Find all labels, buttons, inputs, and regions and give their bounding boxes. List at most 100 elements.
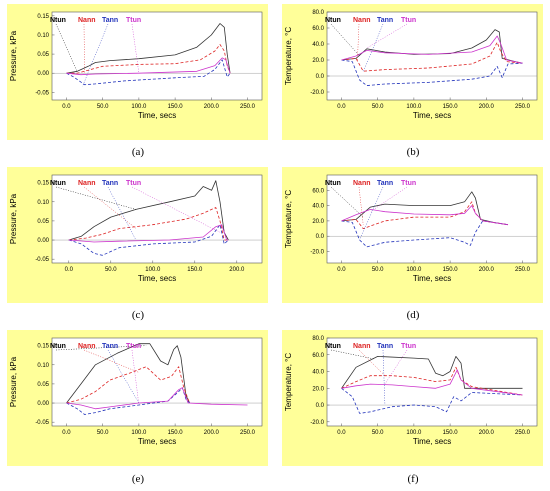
x-axis-label: Time, secs bbox=[138, 274, 176, 283]
y-axis-label: Pressure, kPa bbox=[9, 30, 18, 81]
y-tick-label: 60.0 bbox=[312, 188, 324, 194]
y-tick-label: 80.0 bbox=[312, 10, 324, 16]
x-axis-label: Time, secs bbox=[138, 437, 176, 446]
x-axis-label: Time, secs bbox=[413, 111, 451, 120]
y-axis-label: Temperature, °C bbox=[284, 353, 293, 412]
panel-caption: (e) bbox=[131, 473, 145, 485]
panel-f: 0.0 50.0 100.0 150.0 200.0 250.0 -20.0 0.0 20.0 4… bbox=[275, 326, 550, 491]
x-tick-label: 50.0 bbox=[97, 430, 109, 436]
x-tick-label: 50.0 bbox=[372, 267, 384, 273]
legend-leader bbox=[357, 23, 360, 61]
x-tick-label: 250.0 bbox=[515, 104, 531, 110]
x-tick-label: 100.0 bbox=[406, 104, 422, 110]
y-tick-label: 60.0 bbox=[312, 26, 324, 32]
plot-frame bbox=[51, 174, 263, 264]
panel-caption: (a) bbox=[131, 146, 145, 158]
series-line-nann bbox=[341, 366, 523, 396]
y-tick-label: -0.05 bbox=[35, 90, 49, 96]
y-tick-label: -0.05 bbox=[35, 420, 49, 426]
legend-label: Ttun bbox=[401, 343, 416, 350]
legend-leader bbox=[384, 349, 408, 385]
legend-label: Ntun bbox=[325, 17, 341, 24]
plot-frame bbox=[326, 337, 538, 427]
series-line-ntun bbox=[68, 180, 229, 241]
y-tick-label: 0.00 bbox=[37, 401, 49, 407]
chart-c: 0.0 50.0 100.0 150.0 200.0 -0.05 0.00 0.05 0.10 0… bbox=[9, 174, 263, 283]
y-tick-label: -20.0 bbox=[310, 420, 324, 426]
x-tick-label: 150.0 bbox=[168, 430, 184, 436]
x-tick-label: 200.0 bbox=[204, 104, 220, 110]
y-tick-label: -20.0 bbox=[310, 90, 324, 96]
legend-label: Ttun bbox=[126, 343, 141, 350]
y-tick-label: 0.0 bbox=[316, 403, 325, 409]
legend-label: Tann bbox=[102, 17, 118, 24]
y-tick-label: 0.05 bbox=[37, 219, 49, 225]
series-line-ttun bbox=[66, 387, 248, 410]
series-line-ntun bbox=[341, 191, 509, 226]
panel-c: 0.0 50.0 100.0 150.0 200.0 -0.05 0.00 0.05 0.10 0… bbox=[0, 163, 275, 326]
panel-caption: (b) bbox=[406, 146, 420, 158]
series-line-tann bbox=[341, 387, 523, 414]
x-tick-label: 0.0 bbox=[62, 104, 71, 110]
y-tick-label: 20.0 bbox=[312, 386, 324, 392]
x-tick-label: 150.0 bbox=[443, 430, 459, 436]
legend-label: Tann bbox=[377, 180, 393, 187]
series-line-tann bbox=[341, 59, 523, 86]
x-tick-label: 50.0 bbox=[105, 267, 117, 273]
plot-frame bbox=[326, 174, 538, 264]
series-line-ntun bbox=[341, 29, 523, 64]
legend-leader bbox=[362, 23, 384, 73]
series-line-tann bbox=[341, 220, 509, 248]
y-tick-label: 0.00 bbox=[37, 238, 49, 244]
legend-leader bbox=[55, 345, 147, 351]
x-tick-label: 0.0 bbox=[337, 267, 346, 273]
y-tick-label: 20.0 bbox=[312, 58, 324, 64]
legend-leader bbox=[131, 186, 221, 233]
chart-b: 0.0 50.0 100.0 150.0 200.0 250.0 -20.0 0.0 20.0 4… bbox=[284, 10, 538, 120]
y-tick-label: 0.00 bbox=[37, 71, 49, 77]
x-tick-label: 150.0 bbox=[168, 104, 184, 110]
legend-leader bbox=[366, 23, 408, 49]
x-tick-label: 100.0 bbox=[145, 267, 161, 273]
legend-leader bbox=[83, 23, 85, 74]
y-tick-label: 0.15 bbox=[37, 14, 49, 20]
plot-frame bbox=[51, 337, 263, 427]
x-tick-label: 150.0 bbox=[443, 104, 459, 110]
legend-label: Ttun bbox=[401, 180, 416, 187]
x-tick-label: 50.0 bbox=[97, 104, 109, 110]
panel-caption: (d) bbox=[406, 309, 420, 321]
legend-label: Ntun bbox=[50, 180, 66, 187]
x-tick-label: 250.0 bbox=[240, 430, 256, 436]
series-line-ttun bbox=[341, 35, 523, 64]
legend-label: Tann bbox=[377, 343, 393, 350]
y-tick-label: 0.05 bbox=[37, 382, 49, 388]
x-tick-label: 150.0 bbox=[443, 267, 459, 273]
legend-label: Tann bbox=[377, 17, 393, 24]
x-tick-label: 50.0 bbox=[372, 430, 384, 436]
x-tick-label: 0.0 bbox=[337, 430, 346, 436]
legend-leader bbox=[131, 23, 140, 74]
x-tick-label: 200.0 bbox=[479, 267, 495, 273]
legend-label: Ttun bbox=[401, 17, 416, 24]
series-line-nann bbox=[66, 44, 231, 74]
legend-label: Nann bbox=[78, 343, 96, 350]
chart-e: 0.0 50.0 100.0 150.0 200.0 250.0 -0.05 0.00 0.05… bbox=[9, 337, 263, 446]
series-line-ttun bbox=[66, 57, 231, 76]
series-line-ttun bbox=[68, 224, 229, 243]
x-axis-label: Time, secs bbox=[413, 274, 451, 283]
legend-leader bbox=[131, 349, 140, 405]
y-tick-label: 0.10 bbox=[37, 363, 49, 369]
x-tick-label: 200.0 bbox=[204, 430, 220, 436]
y-axis-label: Temperature, °C bbox=[284, 27, 293, 86]
panel-caption: (f) bbox=[407, 473, 419, 485]
y-axis-label: Pressure, kPa bbox=[9, 356, 18, 407]
legend-label: Ntun bbox=[325, 180, 341, 187]
legend-label: Nann bbox=[78, 180, 96, 187]
series-line-ntun bbox=[341, 355, 523, 389]
y-tick-label: 0.0 bbox=[316, 234, 325, 240]
legend-label: Ntun bbox=[50, 343, 66, 350]
x-tick-label: 0.0 bbox=[65, 267, 74, 273]
x-tick-label: 100.0 bbox=[131, 104, 147, 110]
y-axis-label: Temperature, °C bbox=[284, 190, 293, 249]
legend-leader bbox=[382, 349, 386, 406]
